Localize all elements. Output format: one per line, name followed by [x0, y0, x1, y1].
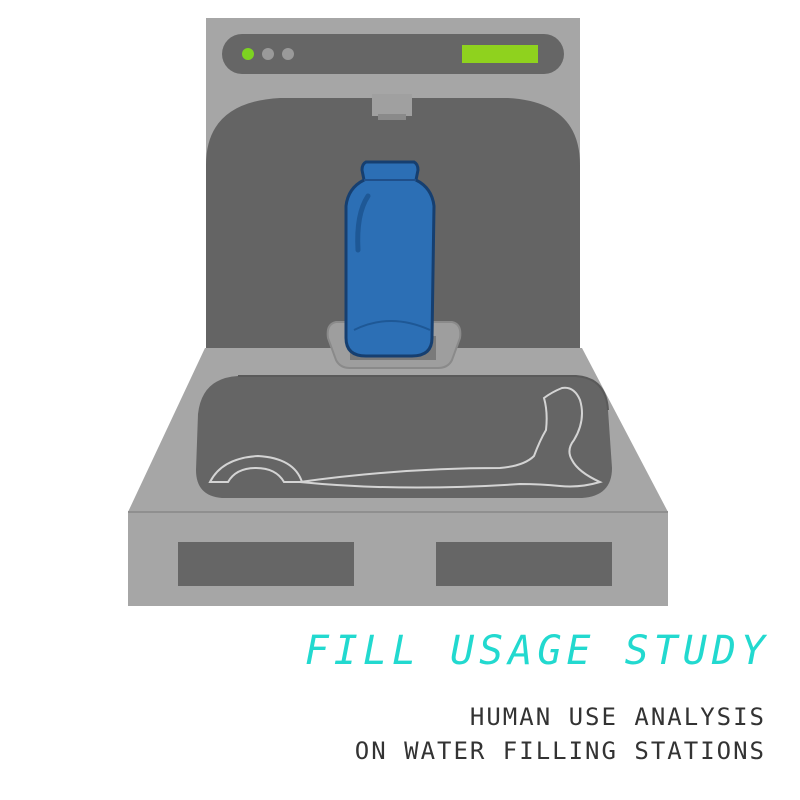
control-bar	[222, 34, 564, 74]
display-screen-icon	[462, 45, 538, 63]
splash-outline	[299, 386, 603, 489]
spout-tip	[378, 114, 406, 120]
poster-title: FILL USAGE STUDY	[304, 628, 770, 674]
front-panel-left	[178, 542, 354, 586]
front-panel-right	[436, 542, 612, 586]
water-bottle-icon	[344, 160, 436, 358]
status-led-icon	[242, 48, 254, 60]
poster-subtitle: HUMAN USE ANALYSIS ON WATER FILLING STAT…	[355, 700, 766, 768]
water-station-illustration	[128, 18, 668, 606]
subtitle-line-1: HUMAN USE ANALYSIS	[469, 703, 766, 731]
spout	[372, 94, 412, 116]
subtitle-line-2: ON WATER FILLING STATIONS	[354, 737, 766, 765]
status-led-off-icon	[282, 48, 294, 60]
drain-outline	[208, 454, 304, 483]
status-led-off-icon	[262, 48, 274, 60]
